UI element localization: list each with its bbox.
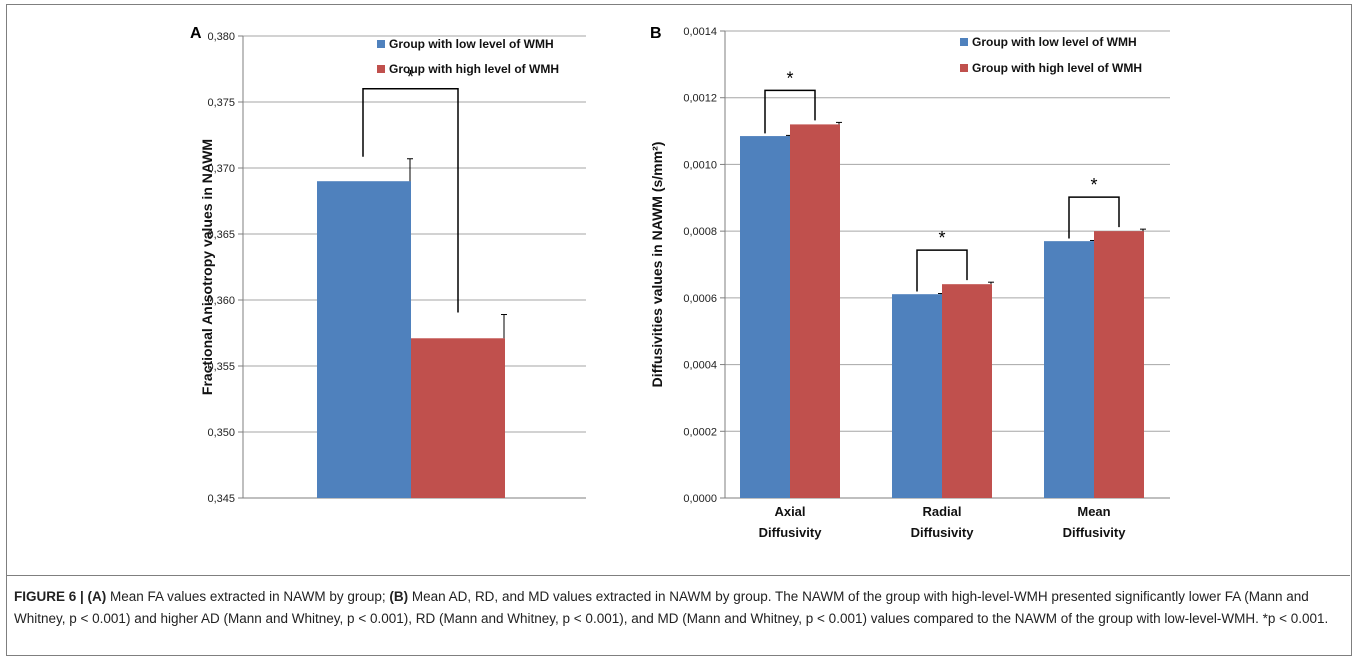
bar: [1094, 231, 1144, 498]
category-label: Diffusivity: [759, 525, 823, 540]
bar: [1044, 241, 1094, 498]
y-tick-label: 0,0010: [683, 159, 717, 171]
y-tick-label: 0,360: [207, 295, 235, 307]
category-label: Radial: [922, 504, 961, 519]
legend-swatch: [377, 40, 385, 48]
y-axis-title: Diffusivities values in NAWM (s/mm²): [649, 142, 665, 388]
legend-label: Group with low level of WMH: [972, 35, 1137, 49]
legend-label: Group with high level of WMH: [389, 62, 559, 76]
figure-caption: FIGURE 6 | (A) Mean FA values extracted …: [14, 586, 1334, 630]
category-label: Axial: [774, 504, 805, 519]
significance-star: *: [938, 228, 945, 248]
legend-label: Group with high level of WMH: [972, 61, 1142, 75]
y-tick-label: 0,350: [207, 427, 235, 439]
caption-part-a: Mean FA values extracted in NAWM by grou…: [106, 589, 390, 604]
bar: [740, 136, 790, 498]
significance-bracket: [916, 249, 968, 292]
category-label: Mean: [1077, 504, 1110, 519]
caption-lead: FIGURE 6 | (A): [14, 589, 107, 604]
y-tick-label: 0,375: [207, 97, 235, 109]
y-tick-label: 0,345: [207, 493, 235, 505]
y-tick-label: 0,0002: [683, 426, 717, 438]
panel-letter: A: [190, 25, 202, 42]
caption-part-b: Mean AD, RD, and MD values extracted in …: [14, 589, 1329, 626]
significance-star: *: [786, 68, 793, 88]
legend-swatch: [960, 64, 968, 72]
category-label: Diffusivity: [1063, 525, 1127, 540]
bar: [790, 124, 840, 499]
significance-bracket: [1068, 196, 1120, 239]
y-tick-label: 0,365: [207, 229, 235, 241]
y-tick-label: 0,0004: [683, 360, 717, 372]
bar: [942, 284, 992, 498]
legend-swatch: [377, 65, 385, 73]
caption-divider: [6, 575, 1350, 653]
category-label: Diffusivity: [911, 525, 975, 540]
bar: [892, 294, 942, 498]
bar: [411, 338, 505, 498]
y-tick-label: 0,380: [207, 31, 235, 43]
legend-swatch: [960, 38, 968, 46]
y-tick-label: 0,355: [207, 361, 235, 373]
y-tick-label: 0,0008: [683, 226, 717, 238]
y-tick-label: 0,0012: [683, 93, 717, 105]
significance-star: *: [407, 67, 414, 87]
y-tick-label: 0,0014: [683, 26, 717, 38]
y-tick-label: 0,0000: [683, 493, 717, 505]
significance-bracket: [362, 88, 459, 313]
figure-canvas: 0,345 0,350 0,355 0,360 0,365 0,370 0,375 0,380…: [190, 25, 1170, 540]
y-axis-title: Fractional Anisotropy values in NAWM: [199, 139, 215, 395]
caption-lead-b: (B): [389, 589, 409, 604]
significance-star: *: [1090, 175, 1097, 195]
y-tick-label: 0,370: [207, 163, 235, 175]
y-tick-label: 0,0006: [683, 293, 717, 305]
panel-letter: B: [650, 25, 662, 42]
significance-bracket: [764, 89, 816, 134]
legend-label: Group with low level of WMH: [389, 37, 554, 51]
bar: [317, 181, 411, 498]
